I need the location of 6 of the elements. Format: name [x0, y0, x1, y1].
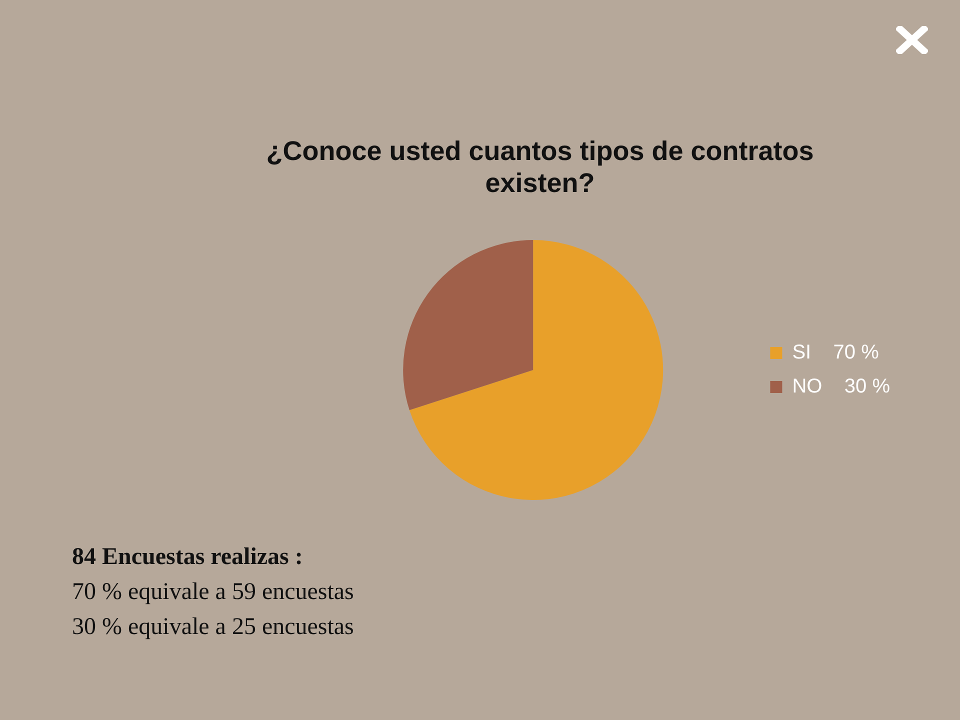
legend-label: SI 70 % — [792, 342, 880, 364]
text: 84 Encuestas realizas : — [72, 543, 304, 572]
legend-label: NO 30 % — [792, 376, 890, 398]
text: 30 % equivale a 25 encuestas — [72, 612, 354, 642]
text: 70 % equivale a 59 encuestas — [72, 578, 354, 607]
chart-title: ¿Conoce usted cuantos tipos de contratos existen? — [265, 135, 815, 200]
